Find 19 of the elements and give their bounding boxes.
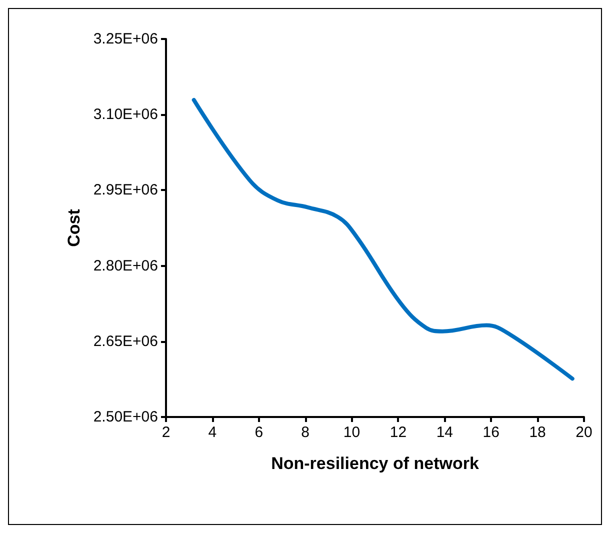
y-tick-label: 2.80E+06	[93, 257, 158, 274]
x-tick-label: 10	[343, 424, 360, 441]
y-tick-label: 3.10E+06	[93, 106, 158, 124]
x-tick-label: 2	[162, 424, 170, 441]
x-tick-label: 12	[390, 424, 407, 441]
y-tick-label: 3.25E+06	[93, 30, 158, 48]
x-tick-label: 20	[576, 424, 592, 441]
x-tick-label: 6	[254, 424, 264, 441]
y-tick-label: 2.95E+06	[93, 182, 158, 199]
y-tick-label: 2.65E+06	[93, 332, 158, 350]
line-series	[192, 98, 574, 381]
y-tick-label: 2.50E+06	[93, 408, 158, 426]
x-tick-label: 14	[436, 424, 454, 441]
x-tick-label: 4	[208, 424, 217, 441]
y-axis-title: Cost	[64, 208, 84, 247]
x-tick-label: 8	[301, 424, 310, 441]
x-axis-title: Non-resiliency of network	[271, 454, 480, 473]
x-tick-label: 16	[482, 424, 500, 441]
x-tick-label: 18	[529, 424, 546, 441]
